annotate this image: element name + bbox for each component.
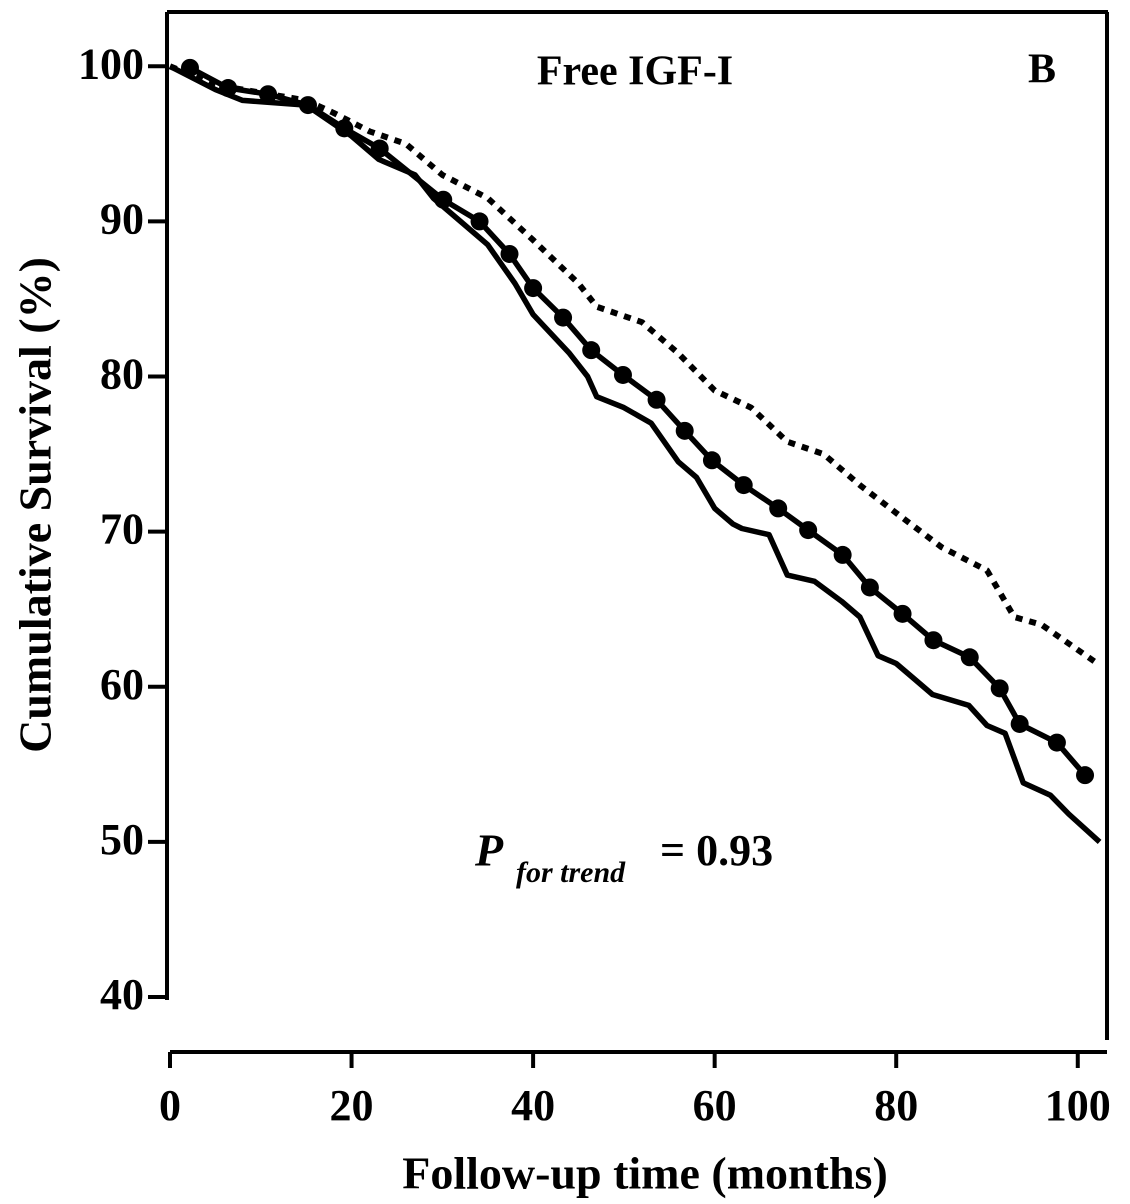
series-line (168, 63, 1102, 668)
annotation-text: = 0.93 (660, 826, 773, 875)
frame (165, 10, 1109, 1054)
marker (582, 341, 601, 360)
marker (990, 679, 1009, 698)
panel-label: B (1028, 47, 1056, 93)
marker (524, 279, 543, 298)
marker (1047, 733, 1066, 752)
marker (769, 499, 788, 518)
marker (799, 521, 818, 540)
y-tick-label: 70 (100, 505, 144, 554)
x-tick-label: 80 (874, 1081, 918, 1130)
x-tick-label: 20 (330, 1081, 374, 1130)
marker (734, 476, 753, 495)
y-tick-label: 50 (100, 815, 144, 864)
marker (647, 390, 666, 409)
series-line (188, 65, 1088, 777)
marker (554, 308, 573, 327)
y-tick-label: 100 (78, 39, 144, 88)
chart-title: Free IGF-I (537, 49, 733, 95)
marker (924, 631, 943, 650)
marker (860, 578, 879, 597)
x-axis-label: Follow-up time (months) (402, 1148, 888, 1199)
y-tick-label: 80 (100, 350, 144, 399)
marker (675, 421, 694, 440)
marker (500, 244, 519, 263)
marker (893, 604, 912, 623)
series-line (168, 63, 1102, 844)
y-axis-label: Cumulative Survival (%) (10, 257, 61, 753)
marker (1010, 714, 1029, 733)
x-tick-label: 60 (693, 1081, 737, 1130)
y-tick-label: 40 (100, 970, 144, 1019)
marker (470, 212, 489, 231)
marker (613, 365, 632, 384)
x-tick-label: 100 (1045, 1081, 1111, 1130)
y-tick-label: 60 (100, 660, 144, 709)
marker (833, 545, 852, 564)
x-tick-label: 40 (511, 1081, 555, 1130)
x-tick-label: 0 (159, 1081, 181, 1130)
marker (1076, 766, 1095, 785)
marker (702, 451, 721, 470)
annotation-symbol: P (474, 825, 504, 876)
marker (259, 85, 278, 104)
annotation-subscript: for trend (516, 856, 626, 889)
y-tick-label: 90 (100, 195, 144, 244)
marker (960, 648, 979, 667)
